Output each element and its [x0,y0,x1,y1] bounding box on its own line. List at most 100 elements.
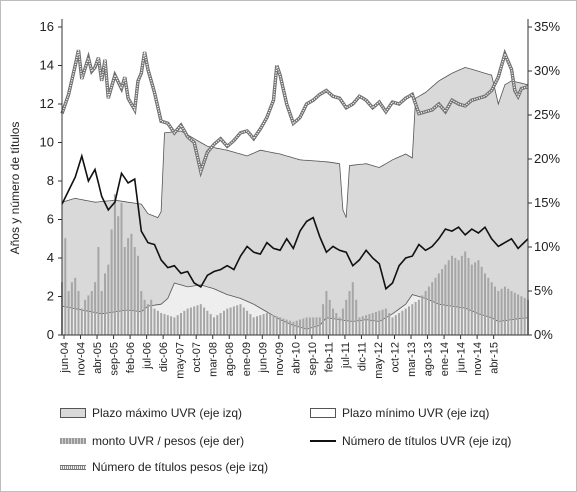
x-tick-label: nov-14 [472,342,484,376]
legend-item-monto: monto UVR / pesos (eje der) [60,434,244,448]
bar-monto [239,304,242,335]
x-tick-label: jun-04 [59,342,71,374]
bar-monto [328,299,331,335]
bar-monto [378,310,381,335]
bar-monto [500,288,503,335]
bar-monto [490,282,493,335]
bar-monto [421,295,424,335]
bar-monto [299,319,301,335]
x-tick-label: feb-06 [125,342,137,373]
bar-monto [137,255,139,335]
bar-monto [315,317,318,335]
bar-monto [427,286,430,335]
x-tick-label: dic-11 [356,342,368,371]
bar-monto [84,299,87,335]
bar-monto [444,264,447,335]
bar-monto [285,319,288,335]
bar-monto [87,295,90,335]
bar-monto [480,266,483,335]
bar-monto [160,313,163,335]
legend-label: Plazo máximo UVR (eje izq) [92,406,243,420]
legend: Plazo máximo UVR (eje izq) Plazo mínimo … [0,398,577,488]
y-right-tick-label: 30% [534,63,560,78]
x-tick-label: abr-05 [92,342,104,374]
legend-swatch [60,408,86,418]
y-left-tick-label: 2 [47,289,54,304]
bar-monto [404,308,407,335]
bar-monto [510,291,513,335]
bar-monto [325,291,328,335]
bar-monto [113,194,116,335]
bar-monto [206,310,209,335]
y-right-tick-label: 0% [534,327,553,342]
bar-monto [494,286,496,335]
legend-label: Plazo mínimo UVR (eje izq) [342,406,490,420]
x-tick-label: abr-15 [489,342,501,374]
legend-swatch [310,408,336,418]
legend-label: Número de títulos UVR (eje izq) [342,434,512,448]
series-numero-titulos-pesos-line-texture [61,49,529,174]
bar-monto [381,309,384,335]
bar-monto [252,317,255,335]
bar-monto [189,307,192,335]
y-right-tick-label: 20% [534,151,560,166]
x-tick-label: ago-13 [423,342,435,376]
bar-monto [262,314,265,335]
bar-monto [305,317,308,335]
bar-monto [232,306,235,335]
bar-monto [474,262,477,335]
bar-monto [358,317,361,335]
y-left-tick-label: 14 [40,58,54,73]
x-tick-label: jul-11 [340,342,352,369]
bar-monto [110,229,113,335]
bar-monto [431,282,434,335]
bar-monto [150,299,153,335]
bar-monto [77,291,80,335]
bar-monto [371,313,374,335]
bar-monto [365,315,368,335]
bar-monto [80,308,83,335]
x-tick-label: jul-06 [142,342,154,370]
bar-monto [457,260,460,335]
bar-monto [414,302,417,335]
bar-monto [163,314,166,335]
bar-monto [130,233,133,335]
bar-monto [94,282,97,335]
bar-monto [213,317,215,335]
y-left-tick-label: 4 [47,250,54,265]
bar-monto [183,310,186,335]
legend-item-numero-titulos-uvr: Número de títulos UVR (eje izq) [310,434,511,448]
bar-monto [269,314,272,335]
bar-monto [520,296,523,335]
bar-monto [322,304,325,335]
bar-monto [153,308,156,335]
bar-monto [166,315,169,335]
bar-monto [434,277,437,335]
bar-monto [341,308,344,335]
bar-monto [391,317,394,335]
bar-monto [517,294,520,335]
bar-monto [242,307,245,335]
bar-monto [292,321,295,335]
bar-monto [289,320,292,335]
x-tick-label: may-12 [373,342,385,379]
bar-monto [70,282,73,335]
bar-monto [180,313,182,335]
x-tick-label: dic-06 [158,342,170,372]
x-tick-label: sep-10 [307,342,319,376]
bar-monto [186,308,189,335]
bar-monto [355,299,358,335]
y-left-tick-label: 6 [47,212,54,227]
x-tick-label: nov-09 [274,342,286,376]
bar-monto [318,317,321,335]
bar-monto [477,260,480,335]
bar-monto [417,299,420,335]
bar-monto [411,304,414,335]
y-left-tick-label: 16 [40,19,54,34]
bar-monto [447,260,450,335]
x-tick-label: jun-09 [257,342,269,374]
bar-monto [441,269,444,335]
bar-monto [127,238,130,335]
bar-monto [246,310,249,335]
bar-monto [176,315,179,335]
